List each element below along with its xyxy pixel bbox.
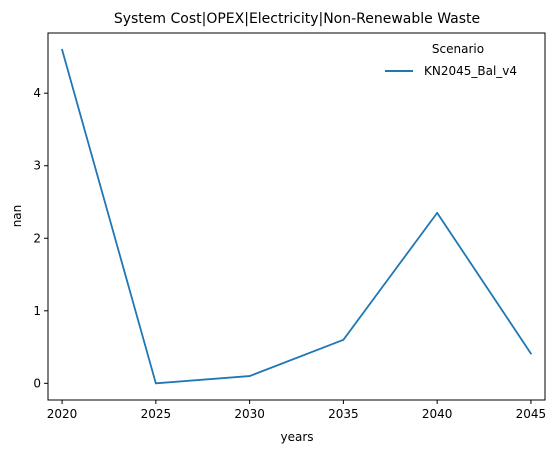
data-point <box>436 211 439 214</box>
y-axis-ticks: 0 1 2 3 4 <box>33 86 48 390</box>
x-axis-label: years <box>280 430 313 444</box>
y-tick-label: 2 <box>33 231 41 245</box>
legend-label-kn2045-bal-v4: KN2045_Bal_v4 <box>424 64 517 78</box>
y-axis-label: nan <box>10 205 24 228</box>
data-point <box>248 375 251 377</box>
x-tick-label: 2025 <box>141 407 172 421</box>
data-point <box>530 352 532 355</box>
plot-area-frame <box>47 32 546 401</box>
data-point <box>342 338 345 341</box>
chart-title: System Cost|OPEX|Electricity|Non-Renewab… <box>114 11 480 27</box>
x-tick-label: 2040 <box>422 407 453 421</box>
y-tick-label: 3 <box>33 159 41 173</box>
y-tick-label: 0 <box>33 376 41 390</box>
data-point <box>61 48 63 51</box>
x-tick-label: 2020 <box>47 407 78 421</box>
legend: Scenario KN2045_Bal_v4 <box>385 42 517 78</box>
series-layer <box>61 48 532 385</box>
x-tick-label: 2035 <box>328 407 359 421</box>
y-tick-label: 4 <box>33 86 41 100</box>
series-line-kn2045-bal-v4 <box>61 49 532 385</box>
x-tick-label: 2030 <box>234 407 265 421</box>
y-tick-label: 1 <box>33 304 41 318</box>
data-point <box>154 382 157 385</box>
legend-title: Scenario <box>432 42 484 56</box>
x-tick-label: 2045 <box>516 407 547 421</box>
x-axis-ticks: 2020 2025 2030 2035 2040 2045 <box>47 400 546 421</box>
